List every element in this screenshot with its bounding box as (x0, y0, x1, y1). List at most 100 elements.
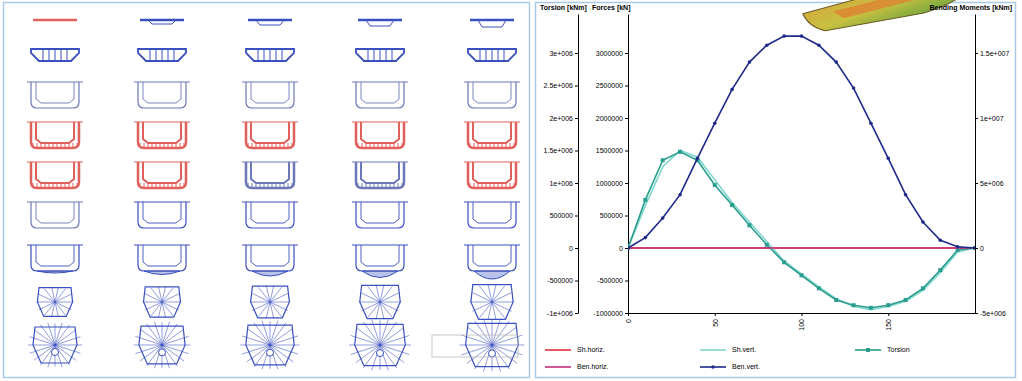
series-marker (869, 121, 873, 125)
section-deck (242, 201, 298, 202)
section-stress-ray (242, 345, 270, 354)
section-stress-ray (258, 302, 270, 317)
section-stiffener (380, 49, 381, 61)
series-marker (817, 43, 821, 47)
section-shear-center (159, 349, 166, 356)
section-outer-hull (468, 162, 516, 188)
section-hatch (378, 183, 379, 188)
section-stress-ray (461, 335, 492, 345)
series-marker (939, 238, 943, 242)
section-stress-ray (270, 321, 278, 345)
torsion-axis-tick-label: 3e+006 (549, 50, 573, 57)
series-marker (678, 150, 682, 154)
section-stress-ray (492, 345, 524, 346)
forces-axis-tick-mark (625, 313, 628, 314)
section-stress-ray (380, 287, 392, 302)
legend-item: Ben.vert. (700, 363, 760, 370)
section-cell (470, 284, 514, 320)
legend-label: Torsion (887, 346, 910, 353)
series-marker (644, 236, 648, 240)
section-stress-ray (270, 345, 300, 346)
forces-axis-tick-label: 2000000 (596, 115, 623, 122)
section-stiffener (486, 49, 487, 61)
x-axis-tick-mark (628, 313, 629, 316)
section-hatch (394, 183, 395, 188)
section-cell (349, 320, 411, 371)
section-stress-ray (349, 345, 380, 346)
section-deck-girder (478, 20, 506, 27)
section-hull-outline (471, 285, 513, 320)
section-hatch (382, 183, 383, 188)
section-deck (27, 161, 83, 162)
section-hatch (184, 143, 185, 148)
section-cell (356, 49, 404, 61)
section-stress-ray (28, 345, 55, 346)
torsion-axis-tick-label: 2.5e+006 (544, 82, 573, 89)
section-hatch (490, 143, 491, 148)
section-stress-ray (250, 302, 270, 303)
section-stress-ray (254, 345, 270, 367)
x-axis-tick: 150 (885, 313, 892, 331)
section-outer-hull (468, 202, 516, 228)
series-marker (747, 223, 751, 227)
section-grid (27, 20, 524, 372)
section-stress-ray (270, 345, 286, 367)
section-stress-ray (460, 345, 492, 346)
section-outer-hull (356, 82, 404, 108)
section-hatch (57, 143, 58, 148)
section-hatch (73, 183, 74, 188)
section-inner-hull (143, 202, 181, 223)
section-stress-ray (380, 302, 384, 319)
section-stress-ray (162, 345, 170, 368)
section-outer-hull (356, 162, 404, 188)
section-deck (242, 244, 298, 245)
section-stress-ray (372, 345, 380, 370)
torsion-axis-tick-mark (575, 53, 578, 54)
section-hatch (494, 183, 495, 188)
legend-swatch (545, 366, 571, 368)
series-marker (765, 43, 769, 47)
section-stress-ray (380, 345, 381, 370)
section-stress-ray (492, 286, 505, 302)
forces-axis-tick-label: 0 (619, 245, 623, 252)
section-inner-hull (36, 245, 74, 266)
series-marker (904, 193, 908, 197)
section-hatch (272, 183, 273, 188)
section-hatch (268, 183, 269, 188)
section-stiffener (61, 49, 62, 61)
section-hatch (378, 143, 379, 148)
forces-axis-tick: 1000000 (596, 180, 628, 187)
section-deck (464, 81, 520, 82)
section-stress-ray (467, 327, 492, 345)
series-marker (834, 60, 838, 64)
section-outer-hull (138, 202, 186, 228)
section-outer-hull (246, 162, 294, 188)
section-stiffener (258, 49, 259, 61)
section-hatch (252, 143, 253, 148)
section-cell (352, 122, 408, 148)
section-stress-ray (475, 321, 492, 345)
section-hatch (41, 183, 42, 188)
torsion-axis-tick: 1e+006 (549, 180, 578, 187)
section-hatch (53, 143, 54, 148)
section-stress-ray (134, 345, 162, 346)
torsion-axis-tick: -1e+006 (547, 310, 578, 317)
section-stress-ray (39, 302, 55, 310)
section-inner-hull (251, 122, 289, 143)
torsion-axis-tick-mark (575, 86, 578, 87)
section-cell (134, 162, 190, 188)
legend: Sh.horiz.Sh.vert.TorsionBen.horiz.Ben.ve… (545, 346, 910, 370)
section-stiffener (67, 49, 68, 61)
torsion-axis-tick-label: 2e+006 (549, 115, 573, 122)
torsion-axis-tick-mark (575, 281, 578, 282)
section-outer-hull (138, 162, 186, 188)
section-stress-ray (363, 322, 380, 345)
section-stress-ray (162, 302, 179, 310)
section-cell (460, 318, 525, 371)
section-hatch (77, 183, 78, 188)
section-hatch (49, 183, 50, 188)
series-marker (643, 198, 647, 202)
section-stress-ray (135, 336, 162, 345)
section-inner-hull (473, 82, 511, 103)
section-hatch (176, 183, 177, 188)
